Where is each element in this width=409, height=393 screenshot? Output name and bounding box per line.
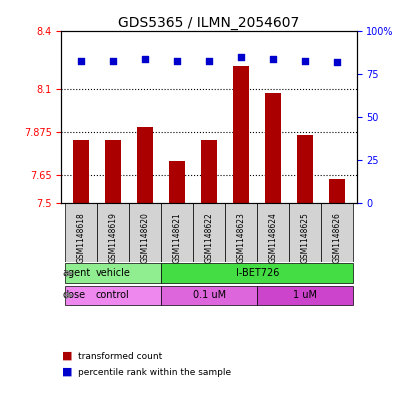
Text: GSM1148626: GSM1148626 xyxy=(332,212,341,263)
Point xyxy=(109,57,116,64)
FancyBboxPatch shape xyxy=(65,204,97,263)
Text: GSM1148621: GSM1148621 xyxy=(172,212,181,263)
FancyBboxPatch shape xyxy=(97,204,128,263)
Point xyxy=(173,57,180,64)
FancyBboxPatch shape xyxy=(128,204,161,263)
Text: I-BET726: I-BET726 xyxy=(235,268,278,278)
Text: GSM1148622: GSM1148622 xyxy=(204,212,213,263)
Bar xyxy=(169,162,184,204)
FancyBboxPatch shape xyxy=(321,204,353,263)
Point xyxy=(237,54,244,61)
Text: dose: dose xyxy=(62,290,85,301)
Bar xyxy=(233,66,249,204)
Point xyxy=(77,57,84,64)
Bar xyxy=(200,140,217,204)
FancyBboxPatch shape xyxy=(225,204,256,263)
Bar xyxy=(297,134,312,204)
Title: GDS5365 / ILMN_2054607: GDS5365 / ILMN_2054607 xyxy=(118,17,299,30)
Point xyxy=(205,57,212,64)
FancyBboxPatch shape xyxy=(256,204,289,263)
Point xyxy=(270,56,276,62)
Text: 0.1 uM: 0.1 uM xyxy=(192,290,225,301)
Text: transformed count: transformed count xyxy=(78,352,162,361)
Point xyxy=(333,59,340,66)
FancyBboxPatch shape xyxy=(161,204,193,263)
Text: GSM1148618: GSM1148618 xyxy=(76,212,85,263)
Bar xyxy=(105,140,121,204)
Point xyxy=(141,56,148,62)
Text: 1 uM: 1 uM xyxy=(293,290,317,301)
FancyBboxPatch shape xyxy=(161,286,256,305)
Bar xyxy=(137,127,153,204)
Text: GSM1148623: GSM1148623 xyxy=(236,212,245,263)
FancyBboxPatch shape xyxy=(161,263,353,283)
FancyBboxPatch shape xyxy=(256,286,353,305)
Text: ■: ■ xyxy=(61,366,72,376)
Text: GSM1148624: GSM1148624 xyxy=(268,212,277,263)
FancyBboxPatch shape xyxy=(65,286,161,305)
Text: percentile rank within the sample: percentile rank within the sample xyxy=(78,368,230,376)
Bar xyxy=(265,93,281,204)
Text: GSM1148625: GSM1148625 xyxy=(300,212,309,263)
FancyBboxPatch shape xyxy=(289,204,321,263)
FancyBboxPatch shape xyxy=(65,263,161,283)
Point xyxy=(301,57,308,64)
Text: agent: agent xyxy=(62,268,90,278)
Text: ■: ■ xyxy=(61,351,72,361)
Bar xyxy=(328,178,345,204)
FancyBboxPatch shape xyxy=(193,204,225,263)
Text: GSM1148619: GSM1148619 xyxy=(108,212,117,263)
Text: GSM1148620: GSM1148620 xyxy=(140,212,149,263)
Text: vehicle: vehicle xyxy=(95,268,130,278)
Bar xyxy=(72,140,89,204)
Text: control: control xyxy=(96,290,129,301)
